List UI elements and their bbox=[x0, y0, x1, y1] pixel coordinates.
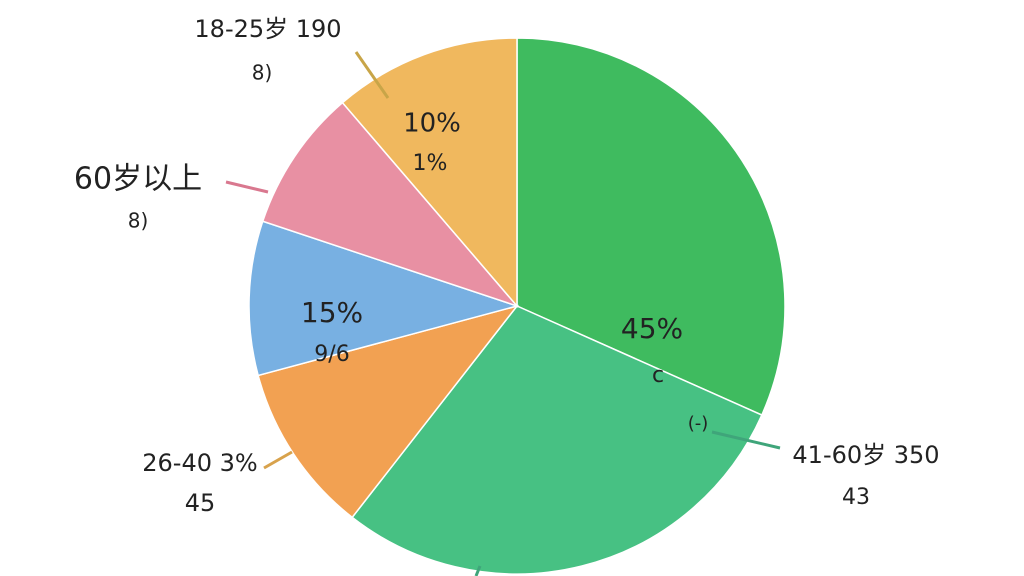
annotation: 41-60岁 350 bbox=[792, 441, 939, 469]
annotations: 18-25岁 190 8) 10% 1% 60岁以上 8) 15% 9/6 45% c (-) 41-… bbox=[74, 15, 940, 517]
annotation: 45% bbox=[621, 312, 683, 345]
annotation: 9/6 bbox=[314, 342, 349, 367]
leader-line bbox=[263, 450, 293, 470]
annotation: 15% bbox=[301, 296, 363, 329]
annotation: 26-40 3% bbox=[142, 449, 257, 477]
leader-line bbox=[354, 51, 390, 99]
pie bbox=[248, 37, 786, 575]
annotation: 60岁以上 bbox=[74, 162, 202, 197]
annotation: 43 bbox=[842, 485, 870, 510]
pie-slice bbox=[341, 37, 518, 309]
pie-slice bbox=[351, 305, 763, 575]
annotation: c bbox=[652, 363, 664, 388]
annotation: 8) bbox=[252, 61, 273, 85]
leader-line bbox=[711, 430, 781, 450]
pie-slice bbox=[248, 220, 520, 377]
pie-slice bbox=[261, 101, 520, 308]
annotation: (-) bbox=[688, 413, 709, 434]
leader-line bbox=[474, 565, 482, 576]
pie-slice bbox=[516, 37, 786, 417]
leader-line bbox=[225, 180, 269, 194]
annotation: 18-25岁 190 bbox=[194, 15, 341, 43]
annotation: 1% bbox=[413, 151, 448, 176]
leader-lines bbox=[225, 51, 781, 576]
annotation: 8) bbox=[128, 209, 149, 233]
annotation: 45 bbox=[185, 489, 216, 517]
annotation: 10% bbox=[403, 109, 461, 139]
